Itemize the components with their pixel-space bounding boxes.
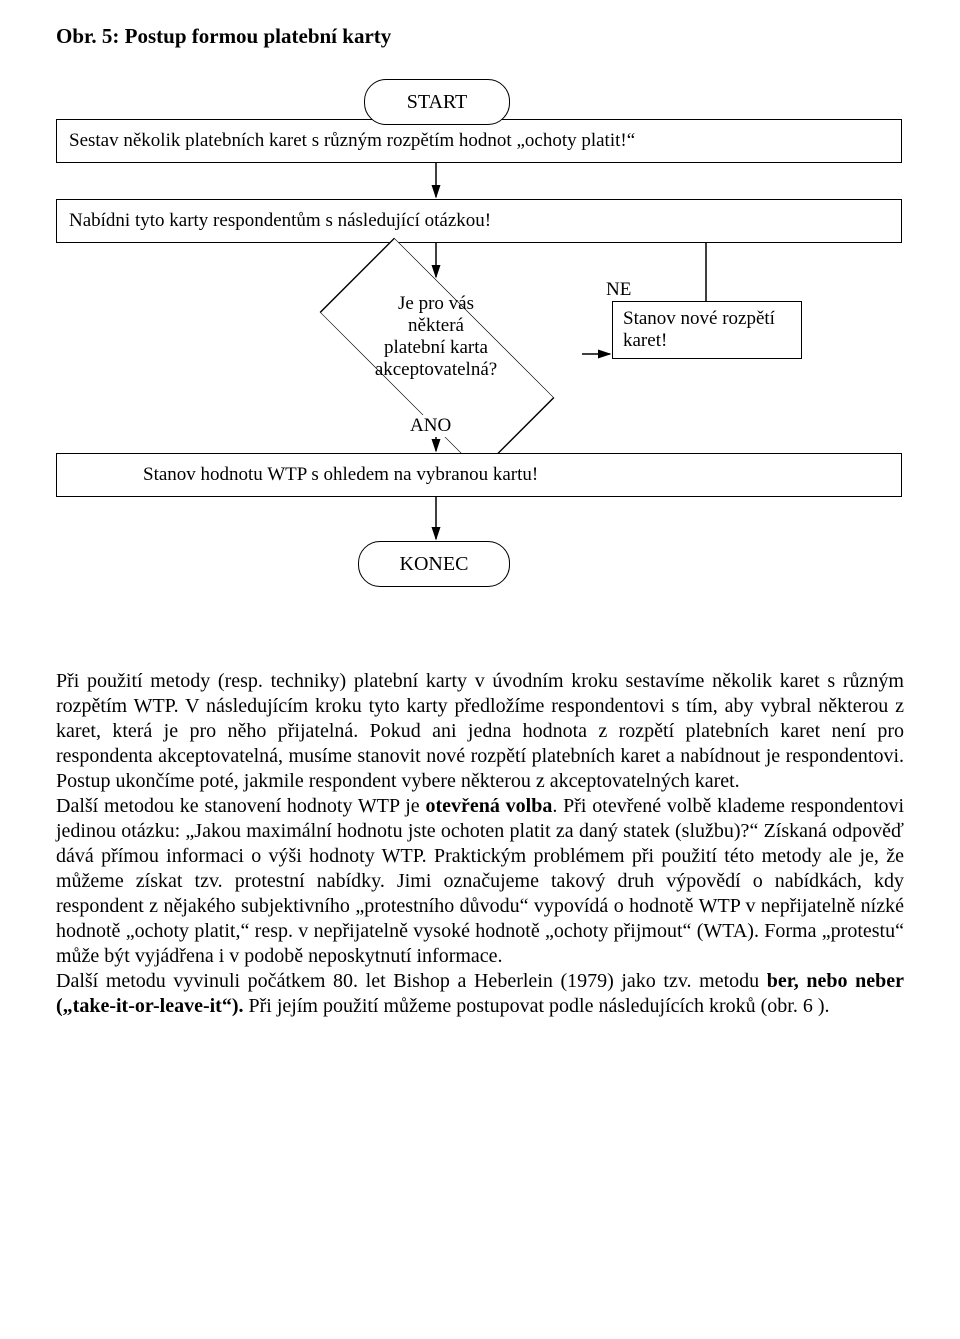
step-offer-cards: Nabídni tyto karty respondentům s násled…: [56, 199, 902, 243]
step-new-range: Stanov nové rozpětíkaret!: [612, 301, 802, 359]
flowchart: START Sestav několik platebních karet s …: [56, 79, 904, 609]
label-no: NE: [606, 279, 631, 301]
figure-title: Obr. 5: Postup formou platební karty: [56, 24, 904, 49]
start-terminator: START: [364, 79, 510, 125]
body-paragraph: Při použití metody (resp. techniky) plat…: [56, 669, 904, 1019]
end-terminator: KONEC: [358, 541, 510, 587]
step-assemble-cards: Sestav několik platebních karet s různým…: [56, 119, 902, 163]
decision-acceptable: Je pro vásněkteráplatební kartaakceptova…: [286, 279, 586, 429]
decision-text: Je pro vásněkteráplatební kartaakceptova…: [286, 293, 586, 381]
step-set-wtp: Stanov hodnotu WTP s ohledem na vybranou…: [56, 453, 902, 497]
label-yes: ANO: [410, 415, 451, 437]
